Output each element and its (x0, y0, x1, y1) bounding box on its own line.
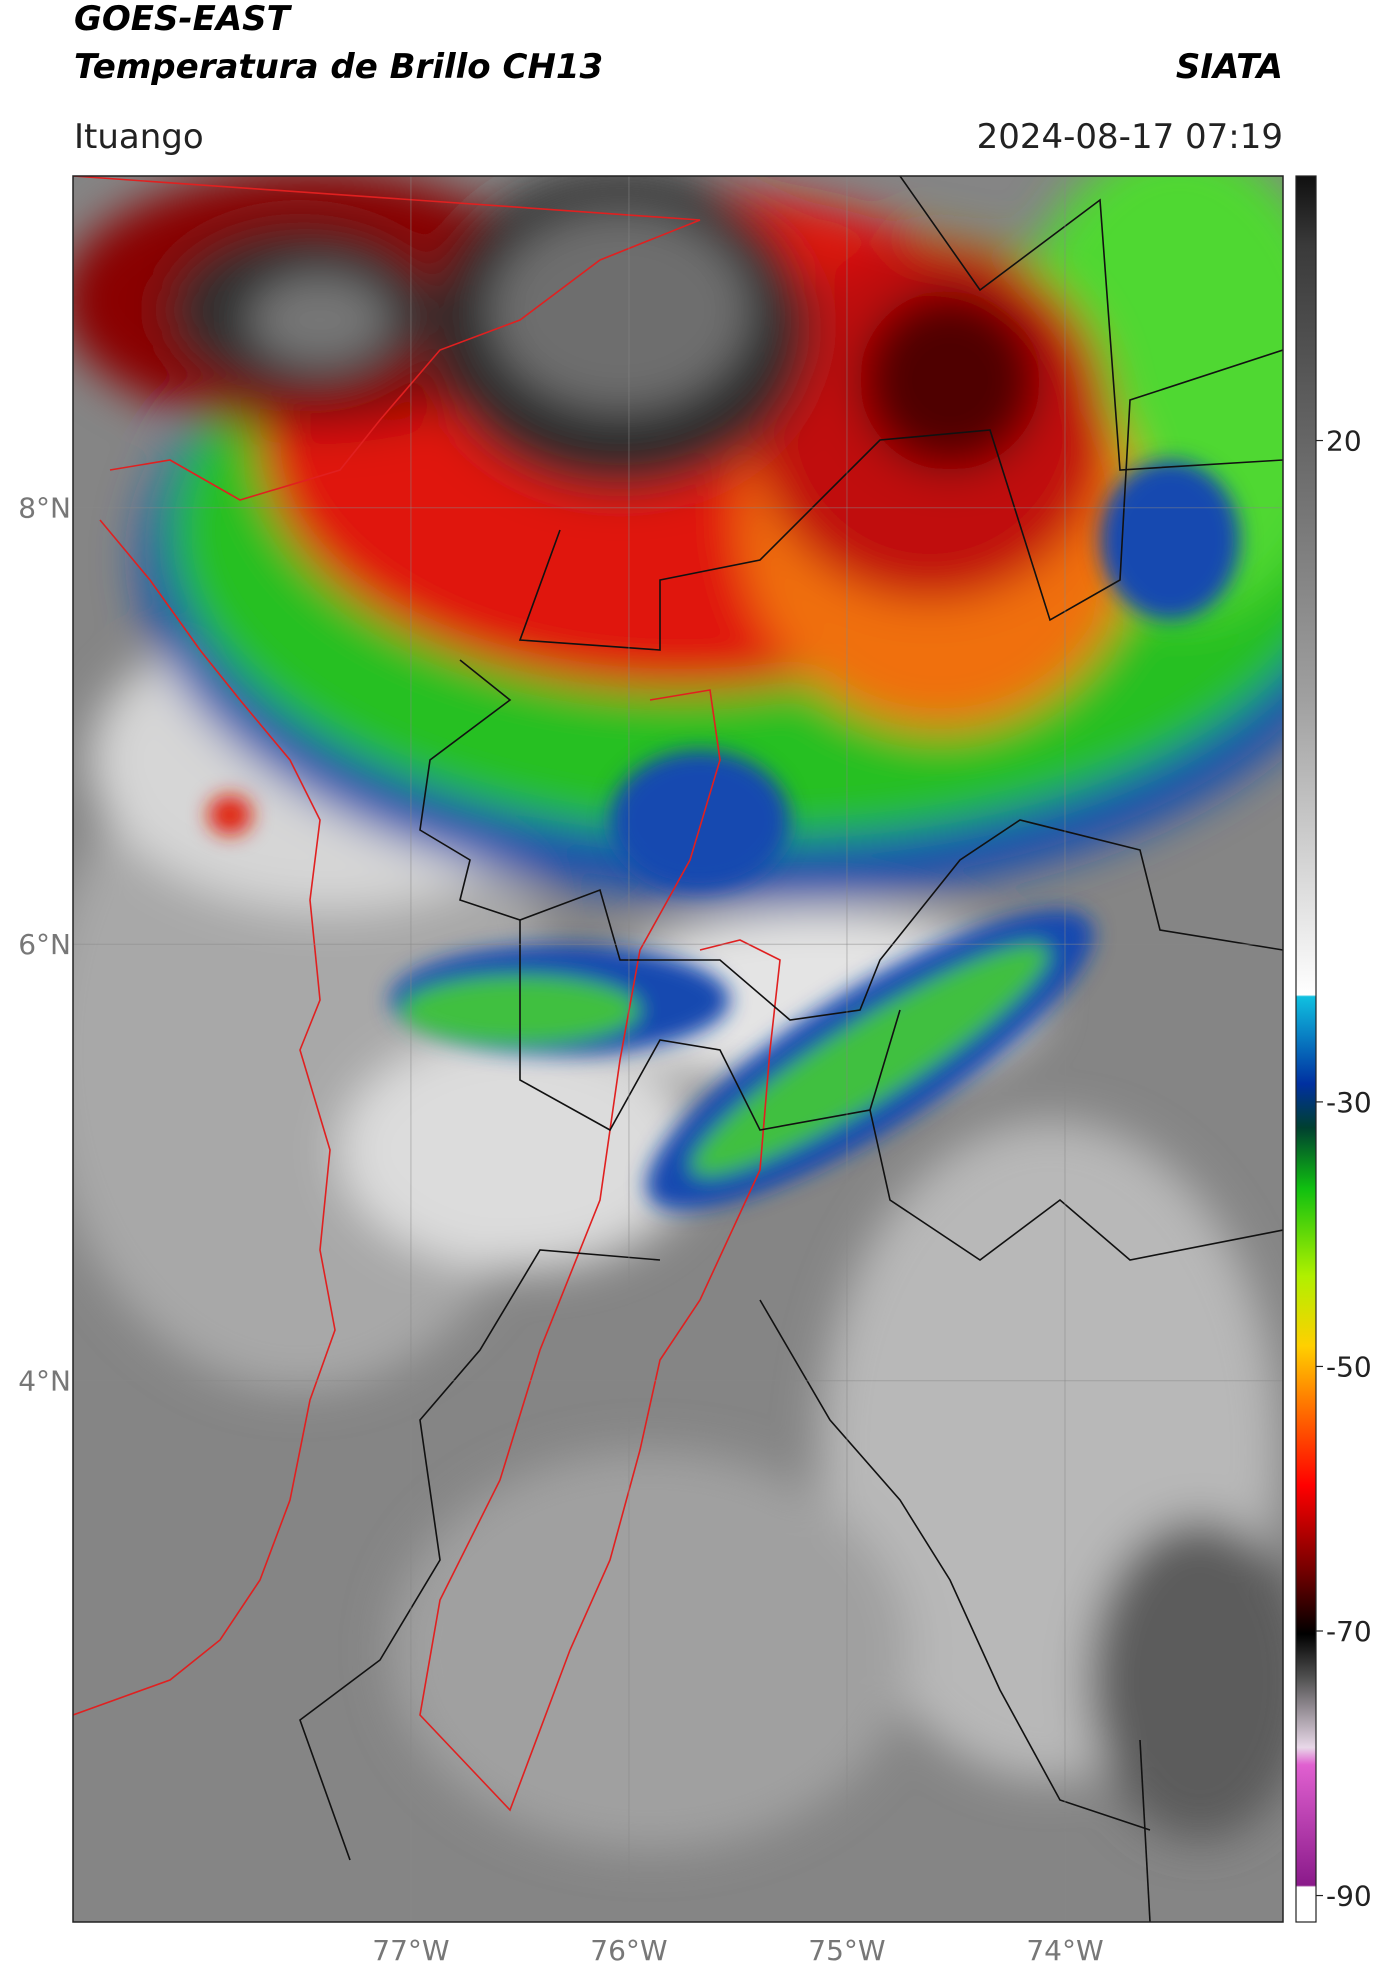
brand: SIATA (1176, 47, 1283, 87)
title: GOES-EAST (74, 0, 293, 39)
subtitle: Temperatura de Brillo CH13 (74, 47, 603, 87)
x-tick-label: 76°W (590, 1934, 667, 1967)
y-tick-label: 4°N (18, 1365, 71, 1398)
colorbar (1295, 175, 1317, 1923)
x-tick-label: 77°W (372, 1934, 449, 1967)
map-frame (72, 175, 1284, 1923)
colorbar-tick-label: -90 (1326, 1880, 1372, 1913)
y-tick-label: 8°N (18, 492, 71, 525)
colorbar-tick-label: -70 (1326, 1615, 1372, 1648)
colorbar-tick-label: -30 (1326, 1086, 1372, 1119)
x-tick-label: 75°W (808, 1934, 885, 1967)
datetime: 2024-08-17 07:19 (977, 117, 1283, 157)
y-tick-label: 6°N (18, 928, 71, 961)
graticule (73, 176, 1283, 1922)
location: Ituango (74, 117, 204, 157)
colorbar-tick-label: -50 (1326, 1350, 1372, 1383)
x-tick-label: 74°W (1026, 1934, 1103, 1967)
colorbar-tick-label: 20 (1326, 425, 1362, 458)
satellite-imagery (73, 176, 1283, 1922)
